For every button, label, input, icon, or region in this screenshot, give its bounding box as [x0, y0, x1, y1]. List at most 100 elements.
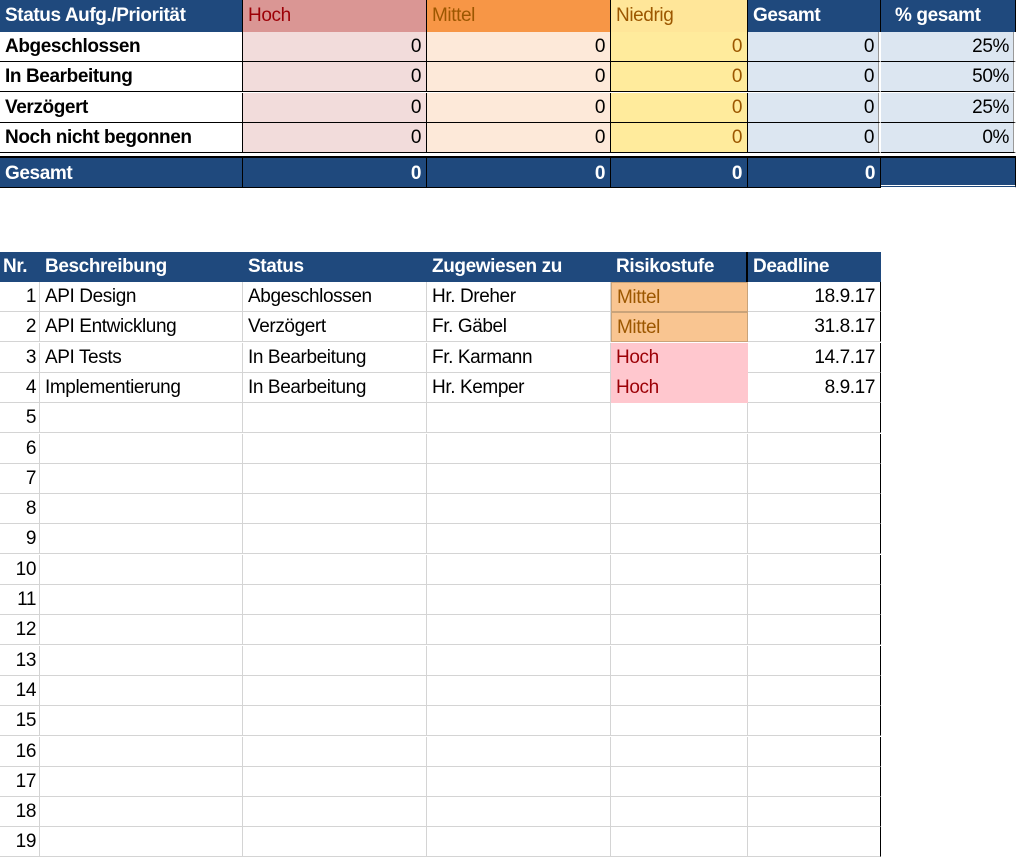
task-desc-cell[interactable] [40, 615, 243, 646]
task-assignee-cell[interactable] [427, 463, 611, 494]
task-nr-cell[interactable]: 7 [0, 463, 40, 494]
summary-gesamt-cell[interactable]: 0 [748, 92, 881, 123]
task-risk-cell[interactable] [611, 433, 748, 464]
task-deadline-cell[interactable] [748, 463, 881, 494]
task-desc-cell[interactable] [40, 403, 243, 434]
task-assignee-cell[interactable] [427, 675, 611, 706]
task-nr-cell[interactable]: 12 [0, 615, 40, 646]
task-desc-cell[interactable] [40, 645, 243, 676]
task-assignee-cell[interactable] [427, 766, 611, 797]
task-deadline-cell[interactable] [748, 554, 881, 585]
task-nr-cell[interactable]: 15 [0, 706, 40, 737]
task-desc-cell[interactable] [40, 675, 243, 706]
task-risk-cell[interactable] [611, 494, 748, 525]
task-nr-cell[interactable]: 19 [0, 827, 40, 857]
summary-mittel-cell[interactable]: 0 [427, 92, 611, 123]
task-status-cell[interactable]: In Bearbeitung [243, 372, 427, 403]
task-deadline-cell[interactable] [748, 645, 881, 676]
task-deadline-cell[interactable] [748, 736, 881, 767]
task-nr-cell[interactable]: 18 [0, 797, 40, 828]
task-assignee-cell[interactable]: Hr. Dreher [427, 282, 611, 312]
summary-mittel-cell[interactable]: 0 [427, 62, 611, 93]
summary-hoch-cell[interactable]: 0 [243, 32, 427, 62]
summary-pct-cell[interactable]: 25% [881, 32, 1016, 62]
header-deadline[interactable]: Deadline [748, 252, 881, 282]
task-status-cell[interactable] [243, 463, 427, 494]
task-deadline-cell[interactable]: 31.8.17 [748, 312, 881, 343]
task-deadline-cell[interactable] [748, 494, 881, 525]
task-assignee-cell[interactable]: Hr. Kemper [427, 372, 611, 403]
task-deadline-cell[interactable] [748, 675, 881, 706]
task-nr-cell[interactable]: 13 [0, 645, 40, 676]
task-desc-cell[interactable] [40, 524, 243, 555]
task-desc-cell[interactable]: API Design [40, 282, 243, 312]
task-deadline-cell[interactable] [748, 403, 881, 434]
summary-mittel-cell[interactable]: 0 [427, 122, 611, 153]
summary-pct-cell[interactable]: 25% [881, 92, 1016, 123]
task-risk-cell[interactable] [611, 524, 748, 555]
task-desc-cell[interactable]: Implementierung [40, 372, 243, 403]
task-nr-cell[interactable]: 3 [0, 342, 40, 373]
task-status-cell[interactable] [243, 797, 427, 828]
task-status-cell[interactable] [243, 827, 427, 857]
task-risk-cell[interactable] [611, 645, 748, 676]
task-nr-cell[interactable]: 8 [0, 494, 40, 525]
task-assignee-cell[interactable] [427, 827, 611, 857]
task-risk-cell[interactable] [611, 675, 748, 706]
task-deadline-cell[interactable] [748, 524, 881, 555]
task-nr-cell[interactable]: 14 [0, 675, 40, 706]
task-deadline-cell[interactable] [748, 615, 881, 646]
task-assignee-cell[interactable] [427, 797, 611, 828]
task-desc-cell[interactable] [40, 827, 243, 857]
task-desc-cell[interactable] [40, 797, 243, 828]
task-status-cell[interactable]: Abgeschlossen [243, 282, 427, 312]
task-status-cell[interactable]: In Bearbeitung [243, 342, 427, 373]
task-risk-cell[interactable] [611, 736, 748, 767]
summary-mittel-cell[interactable]: 0 [427, 32, 611, 62]
task-risk-cell[interactable] [611, 827, 748, 857]
task-status-cell[interactable] [243, 766, 427, 797]
task-desc-cell[interactable]: API Tests [40, 342, 243, 373]
task-status-cell[interactable] [243, 494, 427, 525]
task-status-cell[interactable] [243, 554, 427, 585]
task-status-cell[interactable] [243, 403, 427, 434]
task-status-cell[interactable] [243, 433, 427, 464]
header-nr[interactable]: Nr. [0, 252, 40, 282]
summary-pct-cell[interactable]: 0% [881, 122, 1016, 153]
task-assignee-cell[interactable] [427, 403, 611, 434]
header-status[interactable]: Status [243, 252, 427, 282]
task-assignee-cell[interactable]: Fr. Gäbel [427, 312, 611, 343]
task-desc-cell[interactable] [40, 766, 243, 797]
task-nr-cell[interactable]: 5 [0, 403, 40, 434]
task-nr-cell[interactable]: 1 [0, 282, 40, 312]
task-deadline-cell[interactable]: 18.9.17 [748, 282, 881, 312]
task-desc-cell[interactable] [40, 706, 243, 737]
task-deadline-cell[interactable] [748, 706, 881, 737]
task-assignee-cell[interactable] [427, 433, 611, 464]
summary-hoch-cell[interactable]: 0 [243, 62, 427, 93]
summary-niedrig-cell[interactable]: 0 [611, 32, 748, 62]
task-desc-cell[interactable] [40, 736, 243, 767]
task-assignee-cell[interactable]: Fr. Karmann [427, 342, 611, 373]
task-nr-cell[interactable]: 6 [0, 433, 40, 464]
task-risk-cell[interactable]: Hoch [611, 372, 748, 403]
task-desc-cell[interactable] [40, 463, 243, 494]
task-assignee-cell[interactable] [427, 645, 611, 676]
summary-hoch-cell[interactable]: 0 [243, 122, 427, 153]
task-status-cell[interactable] [243, 736, 427, 767]
task-nr-cell[interactable]: 9 [0, 524, 40, 555]
task-risk-cell[interactable]: Mittel [611, 312, 748, 343]
task-risk-cell[interactable]: Hoch [611, 342, 748, 373]
task-status-cell[interactable] [243, 675, 427, 706]
task-deadline-cell[interactable] [748, 797, 881, 828]
header-desc[interactable]: Beschreibung [40, 252, 243, 282]
task-risk-cell[interactable] [611, 585, 748, 615]
task-risk-cell[interactable] [611, 615, 748, 646]
task-status-cell[interactable] [243, 524, 427, 555]
task-assignee-cell[interactable] [427, 585, 611, 615]
task-deadline-cell[interactable]: 14.7.17 [748, 342, 881, 373]
task-risk-cell[interactable]: Mittel [611, 282, 748, 312]
header-risk[interactable]: Risikostufe [611, 252, 748, 282]
task-assignee-cell[interactable] [427, 615, 611, 646]
task-assignee-cell[interactable] [427, 736, 611, 767]
